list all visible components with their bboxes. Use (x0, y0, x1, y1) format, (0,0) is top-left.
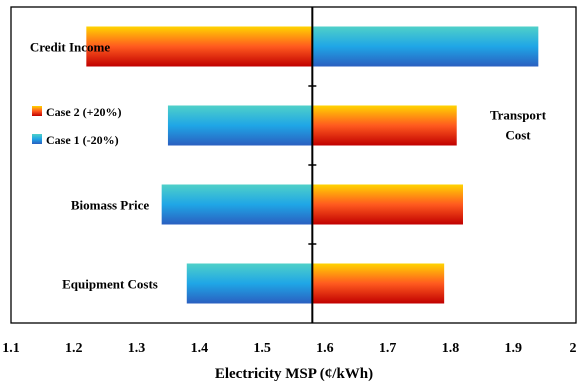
category-label-credit-income: Credit Income (30, 40, 111, 55)
x-axis-label: Electricity MSP (¢/kWh) (215, 366, 373, 382)
legend: Case 2 (+20%) Case 1 (-20%) (32, 105, 122, 147)
bar-case-1-biomass-price (161, 184, 313, 225)
bars-layer (86, 26, 539, 304)
x-tick-label: 1.4 (191, 341, 209, 356)
category-label-equipment-costs: Equipment Costs (62, 277, 158, 292)
x-tick-labels: 1.1 1.2 1.3 1.4 1.5 1.6 1.7 1.8 1.9 2 (2, 341, 576, 356)
legend-label-case-1: Case 1 (-20%) (46, 133, 119, 147)
bar-case-2-equipment-costs (312, 263, 445, 304)
x-tick-label: 1.8 (442, 341, 460, 356)
bar-case-2-transport-cost (312, 105, 457, 146)
bar-case-2-credit-income (86, 26, 313, 67)
bar-case-2-biomass-price (312, 184, 463, 225)
x-tick-label: 1.3 (128, 341, 146, 356)
legend-swatch-case-1 (32, 134, 42, 144)
x-tick-label: 2 (570, 341, 577, 356)
legend-label-case-2: Case 2 (+20%) (46, 105, 122, 119)
category-label-biomass-price: Biomass Price (71, 198, 150, 213)
category-labels: Credit Income Transport Cost Biomass Price E… (30, 40, 547, 292)
bar-case-1-transport-cost (167, 105, 313, 146)
x-tick-label: 1.2 (65, 341, 83, 356)
bar-case-1-equipment-costs (186, 263, 313, 304)
legend-swatch-case-2 (32, 106, 42, 116)
x-tick-label: 1.7 (379, 341, 397, 356)
category-label-transport-cost-1: Transport (490, 108, 547, 123)
x-tick-label: 1.1 (2, 341, 20, 356)
category-label-transport-cost-2: Cost (505, 128, 531, 143)
bar-case-1-credit-income (312, 26, 539, 67)
x-tick-label: 1.5 (253, 341, 271, 356)
x-tick-label: 1.9 (504, 341, 522, 356)
x-tick-label: 1.6 (316, 341, 334, 356)
